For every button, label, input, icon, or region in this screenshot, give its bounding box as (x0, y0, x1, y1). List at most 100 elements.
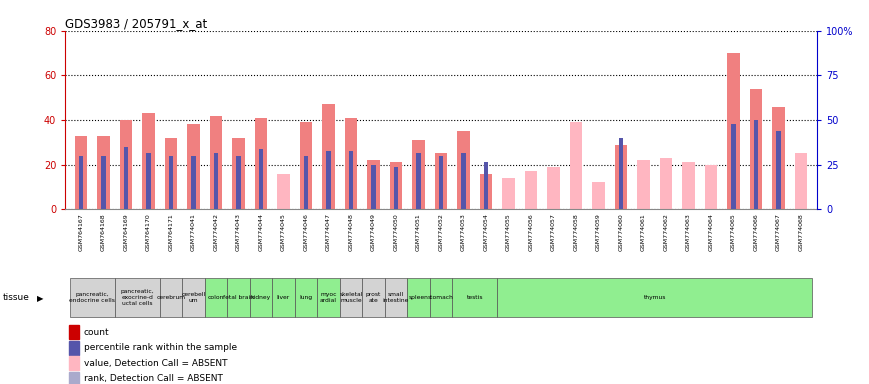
Text: cerebrum: cerebrum (156, 295, 185, 300)
Text: GSM764169: GSM764169 (123, 213, 129, 251)
Bar (484, 162, 488, 209)
Text: GSM774045: GSM774045 (281, 213, 286, 251)
Text: testis: testis (467, 295, 483, 300)
Text: fetal brain: fetal brain (223, 295, 254, 300)
Bar (390, 162, 402, 209)
Bar (259, 149, 263, 209)
Text: tissue: tissue (3, 293, 30, 302)
Text: cerebell
um: cerebell um (182, 292, 206, 303)
Bar (97, 136, 109, 209)
Bar (345, 118, 357, 209)
FancyBboxPatch shape (317, 278, 340, 317)
FancyBboxPatch shape (385, 278, 408, 317)
Bar (593, 182, 605, 209)
Text: GSM774042: GSM774042 (214, 213, 218, 251)
FancyBboxPatch shape (227, 278, 249, 317)
Text: GSM774067: GSM774067 (776, 213, 781, 251)
Text: GSM774058: GSM774058 (574, 213, 579, 251)
Text: GSM774061: GSM774061 (641, 213, 646, 251)
FancyBboxPatch shape (295, 278, 317, 317)
Text: GSM774064: GSM774064 (708, 213, 713, 251)
Text: spleen: spleen (408, 295, 428, 300)
Text: myoc
ardial: myoc ardial (320, 292, 337, 303)
Bar (187, 124, 200, 209)
Bar (547, 167, 560, 209)
Bar (232, 138, 245, 209)
Bar (480, 174, 492, 209)
Text: small
intestine: small intestine (383, 292, 409, 303)
Text: GSM774065: GSM774065 (731, 213, 736, 251)
Bar (75, 136, 87, 209)
FancyBboxPatch shape (430, 278, 452, 317)
Bar (416, 154, 421, 209)
Text: GSM764171: GSM764171 (169, 213, 174, 251)
Bar (615, 144, 627, 209)
Text: GSM774060: GSM774060 (619, 213, 624, 251)
Bar (69, 341, 79, 355)
Text: ▶: ▶ (36, 294, 43, 303)
FancyBboxPatch shape (452, 278, 497, 317)
Bar (78, 156, 83, 209)
Text: GSM774057: GSM774057 (551, 213, 556, 251)
Bar (637, 160, 650, 209)
Bar (502, 178, 514, 209)
Bar (368, 160, 380, 209)
FancyBboxPatch shape (408, 278, 430, 317)
Bar (457, 131, 470, 209)
Text: skeletal
muscle: skeletal muscle (339, 292, 362, 303)
Bar (300, 122, 312, 209)
Bar (326, 151, 331, 209)
FancyBboxPatch shape (362, 278, 385, 317)
Text: stomach: stomach (428, 295, 454, 300)
Bar (120, 120, 132, 209)
Bar (682, 162, 695, 209)
Text: GSM774051: GSM774051 (416, 213, 421, 251)
Text: count: count (84, 328, 109, 336)
Bar (69, 372, 79, 384)
Bar (143, 113, 155, 209)
Text: GSM774043: GSM774043 (236, 213, 241, 251)
Text: prost
ate: prost ate (366, 292, 381, 303)
Bar (236, 156, 241, 209)
Text: percentile rank within the sample: percentile rank within the sample (84, 343, 237, 353)
Bar (371, 165, 376, 209)
Text: GSM774055: GSM774055 (506, 213, 511, 251)
Text: GDS3983 / 205791_x_at: GDS3983 / 205791_x_at (65, 17, 208, 30)
Text: GSM774053: GSM774053 (461, 213, 466, 251)
Bar (461, 154, 466, 209)
Text: thymus: thymus (644, 295, 666, 300)
Bar (570, 122, 582, 209)
Text: GSM774049: GSM774049 (371, 213, 376, 251)
Text: kidney: kidney (251, 295, 271, 300)
Bar (123, 147, 129, 209)
Text: GSM774068: GSM774068 (799, 213, 804, 251)
Bar (776, 131, 781, 209)
Bar (439, 156, 443, 209)
Text: pancreatic,
endocrine cells: pancreatic, endocrine cells (70, 292, 115, 303)
Bar (69, 325, 79, 339)
Bar (322, 104, 335, 209)
Text: GSM774046: GSM774046 (303, 213, 308, 251)
Bar (434, 154, 448, 209)
Bar (731, 124, 736, 209)
Bar (214, 154, 218, 209)
FancyBboxPatch shape (115, 278, 160, 317)
Bar (255, 118, 267, 209)
Text: rank, Detection Call = ABSENT: rank, Detection Call = ABSENT (84, 374, 222, 384)
Text: GSM774059: GSM774059 (596, 213, 601, 251)
FancyBboxPatch shape (497, 278, 813, 317)
Bar (705, 165, 717, 209)
Bar (277, 174, 289, 209)
FancyBboxPatch shape (182, 278, 205, 317)
Text: GSM774066: GSM774066 (753, 213, 759, 251)
Text: GSM774048: GSM774048 (348, 213, 354, 251)
Bar (412, 140, 425, 209)
Bar (750, 89, 762, 209)
Bar (165, 138, 177, 209)
Bar (209, 116, 222, 209)
FancyBboxPatch shape (340, 278, 362, 317)
FancyBboxPatch shape (160, 278, 182, 317)
Bar (795, 154, 807, 209)
Text: GSM774062: GSM774062 (664, 213, 668, 251)
Bar (348, 151, 354, 209)
